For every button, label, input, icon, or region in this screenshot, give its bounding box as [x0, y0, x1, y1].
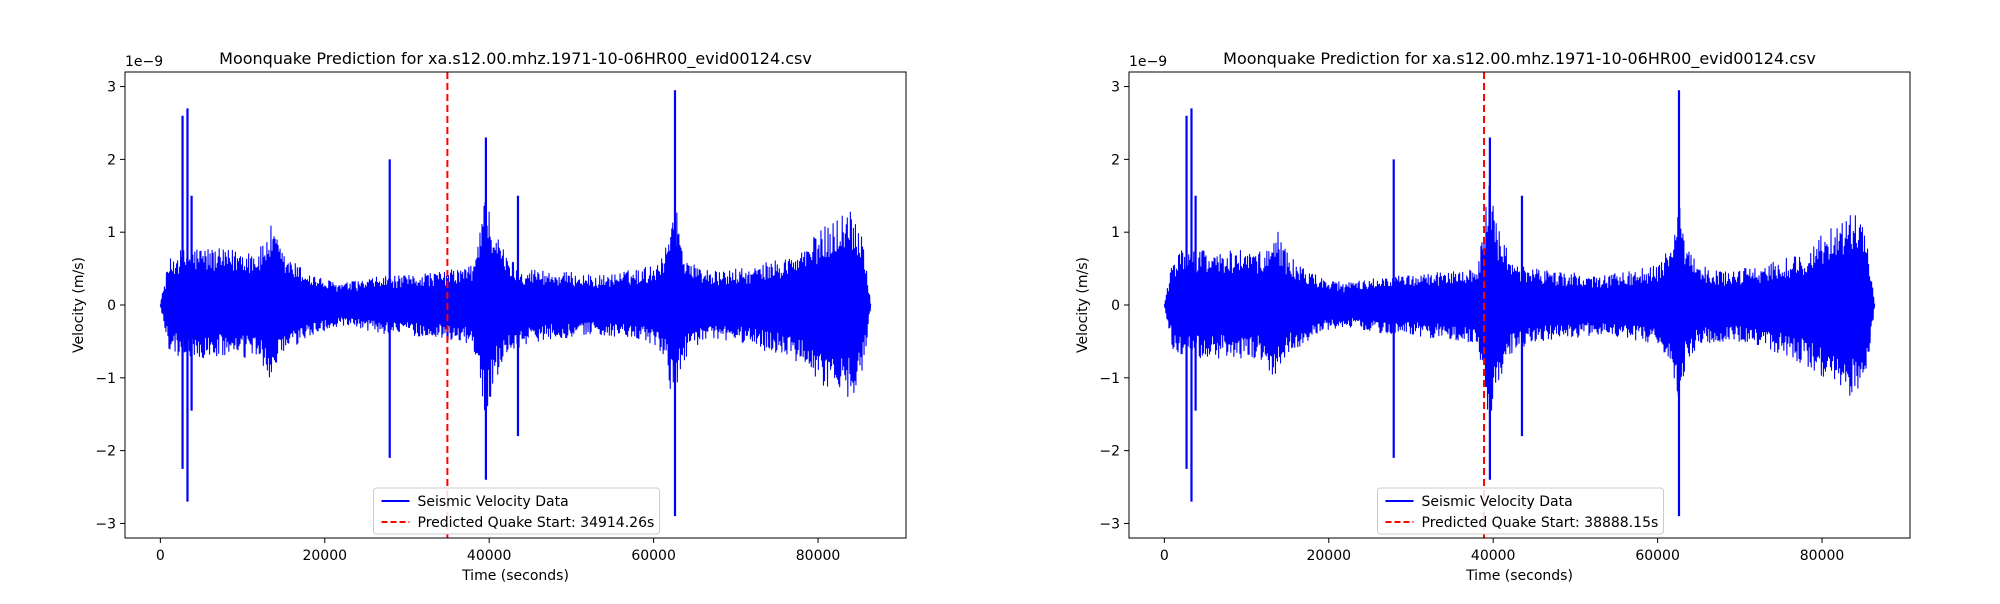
y-axis-label: Velocity (m/s): [71, 257, 87, 353]
x-tick-label: 20000: [1306, 548, 1351, 564]
seismic-trace-line: [1163, 185, 1876, 425]
y-tick-label: −3: [1099, 516, 1120, 532]
x-tick-label: 80000: [796, 548, 841, 564]
plot-area: [1163, 72, 1876, 538]
x-tick-label: 40000: [467, 548, 512, 564]
legend-label-quake: Predicted Quake Start: 34914.26s: [418, 515, 655, 531]
chart-panel-2: 0 20000 40000 60000 80000 −3 −2 −1 0 1 2 3 1e−9 Moonq…: [1075, 49, 1911, 584]
x-tick-label: 40000: [1471, 548, 1516, 564]
y-axis-label: Velocity (m/s): [1075, 257, 1091, 353]
y-tick-label: 2: [107, 152, 116, 168]
chart-title: Moonquake Prediction for xa.s12.00.mhz.1…: [219, 49, 812, 69]
y-tick-label: −1: [1099, 371, 1120, 387]
y-scale-label: 1e−9: [1129, 54, 1167, 70]
x-axis-label: Time (seconds): [1465, 568, 1573, 584]
x-tick-label: 60000: [631, 548, 676, 564]
legend-label-quake: Predicted Quake Start: 38888.15s: [1422, 515, 1659, 531]
legend-label-seismic: Seismic Velocity Data: [1422, 494, 1573, 510]
legend-box: [373, 487, 660, 535]
x-tick-label: 0: [1160, 548, 1169, 564]
x-axis-label: Time (seconds): [461, 568, 569, 584]
y-tick-label: 0: [107, 298, 116, 314]
y-tick-label: 3: [1111, 80, 1120, 96]
y-tick-label: −2: [95, 444, 116, 460]
legend-label-seismic: Seismic Velocity Data: [418, 494, 569, 510]
x-tick-label: 20000: [302, 548, 347, 564]
legend-box: [1377, 487, 1664, 535]
y-tick-label: 3: [107, 80, 116, 96]
y-scale-label: 1e−9: [125, 54, 163, 70]
x-tick-label: 60000: [1635, 548, 1680, 564]
y-tick-label: −3: [95, 516, 116, 532]
y-tick-label: 1: [107, 225, 116, 241]
legend: Seismic Velocity Data Predicted Quake Sta…: [1377, 487, 1664, 535]
chart-panel-1: 0 20000 40000 60000 80000 −3 −2 −1 0 1 2 3 1e−9 Moonq…: [71, 49, 907, 584]
plot-area: [159, 72, 872, 538]
chart-title: Moonquake Prediction for xa.s12.00.mhz.1…: [1223, 49, 1816, 69]
x-tick-label: 80000: [1800, 548, 1845, 564]
y-tick-label: 2: [1111, 152, 1120, 168]
y-tick-label: −2: [1099, 444, 1120, 460]
y-tick-label: −1: [95, 371, 116, 387]
seismic-trace-line: [159, 184, 872, 411]
x-tick-label: 0: [156, 548, 165, 564]
y-tick-label: 0: [1111, 298, 1120, 314]
legend: Seismic Velocity Data Predicted Quake Sta…: [373, 487, 660, 535]
y-tick-label: 1: [1111, 225, 1120, 241]
